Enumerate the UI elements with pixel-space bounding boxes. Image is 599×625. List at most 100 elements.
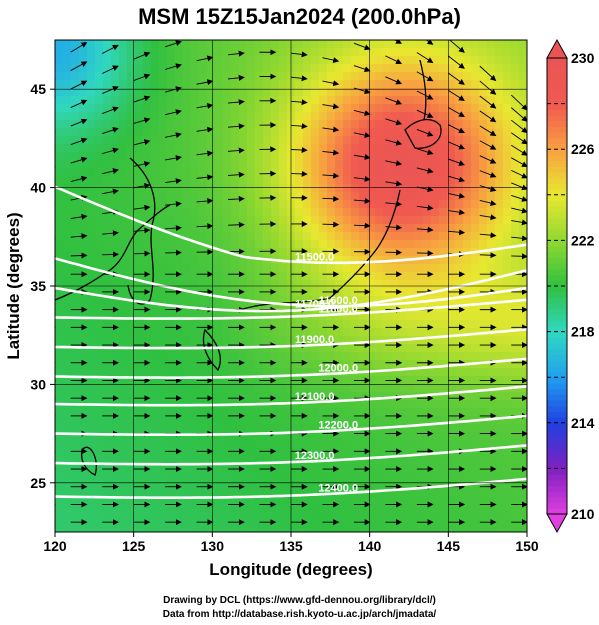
field-cell bbox=[415, 312, 424, 321]
field-cell bbox=[383, 528, 392, 532]
field-cell bbox=[63, 168, 72, 177]
field-cell bbox=[255, 448, 264, 457]
field-cell bbox=[479, 456, 488, 465]
field-cell bbox=[447, 272, 456, 281]
field-cell bbox=[463, 224, 472, 233]
field-cell bbox=[415, 160, 424, 169]
colorbar-segment bbox=[547, 120, 567, 127]
field-cell bbox=[167, 216, 176, 225]
field-cell bbox=[263, 88, 272, 97]
field-cell bbox=[135, 456, 144, 465]
field-cell bbox=[263, 416, 272, 425]
field-cell bbox=[271, 392, 280, 401]
field-cell bbox=[279, 192, 288, 201]
field-cell bbox=[495, 56, 504, 65]
field-cell bbox=[191, 488, 200, 497]
field-cell bbox=[511, 192, 520, 201]
field-cell bbox=[399, 464, 408, 473]
field-cell bbox=[175, 472, 184, 481]
field-cell bbox=[79, 320, 88, 329]
field-cell bbox=[343, 352, 352, 361]
field-cell bbox=[295, 472, 304, 481]
field-cell bbox=[359, 480, 368, 489]
field-cell bbox=[127, 464, 136, 473]
field-cell bbox=[319, 440, 328, 449]
field-cell bbox=[367, 128, 376, 137]
field-cell bbox=[503, 136, 512, 145]
field-cell bbox=[191, 224, 200, 233]
field-cell bbox=[263, 496, 272, 505]
field-cell bbox=[399, 400, 408, 409]
field-cell bbox=[495, 240, 504, 249]
field-cell bbox=[183, 112, 192, 121]
field-cell bbox=[247, 312, 256, 321]
field-cell bbox=[255, 512, 264, 521]
field-cell bbox=[223, 328, 232, 337]
colorbar-segment bbox=[547, 63, 567, 70]
wind-arrow bbox=[196, 174, 214, 181]
field-cell bbox=[319, 152, 328, 161]
field-cell bbox=[415, 192, 424, 201]
wind-arrow bbox=[228, 195, 245, 202]
field-cell bbox=[223, 472, 232, 481]
field-cell bbox=[423, 480, 432, 489]
field-cell bbox=[127, 352, 136, 361]
field-cell bbox=[351, 128, 360, 137]
field-cell bbox=[303, 104, 312, 113]
field-cell bbox=[143, 64, 152, 73]
field-cell bbox=[423, 424, 432, 433]
field-cell bbox=[415, 520, 424, 529]
wind-arrow bbox=[55, 131, 56, 138]
wind-arrow bbox=[55, 201, 56, 208]
field-cell bbox=[439, 152, 448, 161]
field-cell bbox=[79, 56, 88, 65]
field-cell bbox=[55, 528, 64, 532]
field-cell bbox=[151, 232, 160, 241]
colorbar-segment bbox=[547, 457, 567, 464]
field-cell bbox=[351, 168, 360, 177]
field-cell bbox=[519, 328, 527, 337]
field-cell bbox=[447, 352, 456, 361]
field-cell bbox=[167, 464, 176, 473]
field-cell bbox=[375, 440, 384, 449]
field-cell bbox=[447, 528, 456, 532]
field-cell bbox=[183, 472, 192, 481]
field-cell bbox=[215, 528, 224, 532]
field-cell bbox=[79, 488, 88, 497]
wind-arrow bbox=[55, 218, 56, 225]
field-cell bbox=[223, 488, 232, 497]
field-cell bbox=[215, 96, 224, 105]
field-cell bbox=[79, 328, 88, 337]
field-cell bbox=[359, 80, 368, 89]
field-cell bbox=[519, 336, 527, 345]
field-cell bbox=[471, 456, 480, 465]
field-cell bbox=[351, 256, 360, 265]
field-cell bbox=[471, 392, 480, 401]
field-cell bbox=[319, 488, 328, 497]
field-cell bbox=[391, 136, 400, 145]
field-cell bbox=[295, 352, 304, 361]
field-cell bbox=[215, 392, 224, 401]
field-cell bbox=[455, 456, 464, 465]
field-cell bbox=[247, 48, 256, 57]
field-cell bbox=[407, 328, 416, 337]
field-cell bbox=[271, 456, 280, 465]
field-cell bbox=[63, 176, 72, 185]
field-cell bbox=[87, 424, 96, 433]
wind-arrow bbox=[165, 178, 182, 185]
wind-streamlines bbox=[55, 40, 527, 526]
field-cell bbox=[391, 224, 400, 233]
field-cell bbox=[375, 192, 384, 201]
field-cell bbox=[391, 352, 400, 361]
field-cell bbox=[503, 208, 512, 217]
field-cell bbox=[55, 56, 64, 65]
wind-arrow bbox=[353, 154, 371, 160]
field-cell bbox=[431, 360, 440, 369]
wind-arrow bbox=[479, 252, 497, 259]
field-cell bbox=[151, 512, 160, 521]
field-cell bbox=[263, 328, 272, 337]
field-cell bbox=[335, 144, 344, 153]
field-cell bbox=[167, 240, 176, 249]
field-cell bbox=[383, 352, 392, 361]
field-cell bbox=[159, 512, 168, 521]
